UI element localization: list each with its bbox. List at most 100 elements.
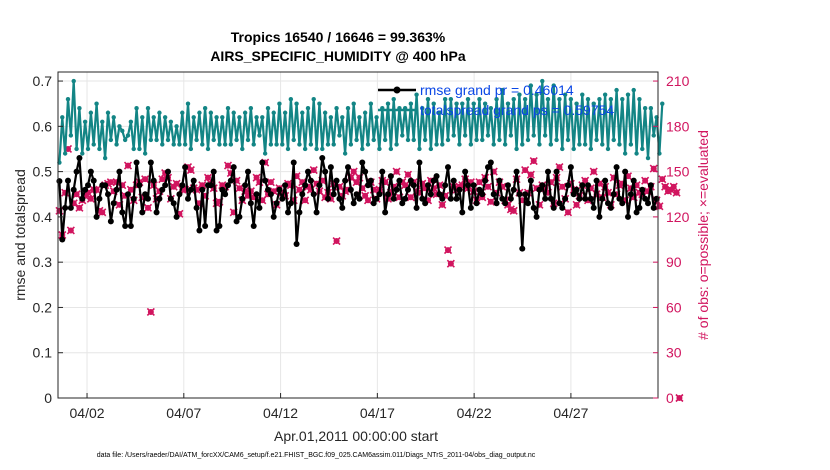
rmse-point [439, 195, 446, 202]
rmse-point [493, 200, 500, 207]
rmse-point [316, 182, 323, 189]
rmse-point [505, 182, 511, 189]
obs-x-b [198, 181, 207, 190]
totalspread-point [434, 142, 439, 147]
rmse-point [147, 159, 154, 166]
totalspread-point [534, 92, 539, 97]
totalspread-point [634, 151, 639, 156]
totalspread-point [428, 146, 434, 152]
totalspread-point [114, 142, 119, 147]
totalspread-point [448, 96, 454, 102]
totalspread-point [211, 137, 216, 143]
totalspread-point [174, 124, 179, 129]
totalspread-point [631, 87, 636, 93]
rmse-point [433, 173, 440, 180]
rmse-point [230, 164, 237, 171]
rmse-point [165, 168, 171, 175]
totalspread-point [480, 137, 485, 143]
obs-x-b [309, 166, 318, 175]
rmse-point [522, 191, 529, 198]
rmse-point [547, 195, 554, 202]
obs-x-b [266, 178, 275, 187]
rmse-point [245, 168, 251, 175]
rmse-point [470, 182, 477, 189]
totalspread-point [222, 142, 228, 147]
rmse-point [379, 168, 386, 175]
y-tick-label: 0.7 [33, 73, 53, 89]
obs-x-b [563, 208, 573, 217]
obs-x-b [418, 179, 427, 188]
obs-count-marker [486, 197, 495, 206]
totalspread-point [477, 96, 482, 102]
x-axis-label: Apr.01,2011 00:00:00 start [274, 428, 438, 444]
rmse-point [102, 182, 109, 189]
totalspread-point [185, 101, 191, 106]
obs-count-marker [529, 156, 538, 166]
totalspread-point [611, 137, 616, 143]
totalspread-point [271, 110, 276, 115]
footer-data-file: data file: /Users/raeder/DAI/ATM_forcXX/… [97, 452, 536, 459]
rmse-point [339, 204, 346, 211]
rmse-point [305, 168, 311, 175]
obs-x-b [503, 200, 513, 209]
totalspread-point [262, 151, 268, 156]
rmse-point [533, 213, 540, 220]
rmse-point [453, 195, 460, 202]
rmse-point [436, 191, 443, 198]
rmse-point [125, 191, 131, 198]
rmse-point [222, 191, 229, 198]
rmse-point [507, 195, 514, 202]
totalspread-point [391, 96, 396, 102]
totalspread-point [228, 142, 234, 147]
totalspread-point [531, 133, 536, 138]
rmse-point [622, 168, 629, 175]
totalspread-point [122, 137, 128, 143]
totalspread-point [437, 110, 442, 115]
totalspread-point [91, 142, 96, 147]
rmse-point [499, 195, 506, 202]
totalspread-point [134, 106, 139, 111]
obs-count-marker [75, 203, 84, 212]
y-tick-label: 0.1 [33, 345, 53, 361]
rmse-point [133, 159, 140, 166]
rmse-point [482, 177, 489, 184]
rmse-point [596, 213, 603, 220]
rmse-point [393, 186, 400, 193]
rmse-point [476, 186, 483, 193]
rmse-point [162, 182, 169, 189]
rmse-point [410, 182, 417, 189]
rmse-point [310, 191, 317, 198]
rmse-point [459, 209, 466, 216]
totalspread-point [337, 133, 342, 138]
y-right-tick-label: 150 [666, 164, 690, 180]
rmse-point [485, 164, 491, 171]
rmse-point [65, 177, 71, 184]
totalspread-point [277, 101, 282, 106]
totalspread-point [554, 137, 559, 143]
rmse-point [259, 159, 266, 166]
rmse-point [570, 191, 577, 198]
rmse-point [562, 195, 569, 202]
rmse-point [442, 182, 449, 189]
totalspread-point [520, 142, 525, 147]
series-layer [55, 78, 684, 403]
rmse-point [636, 204, 643, 211]
obs-x-b [521, 166, 530, 175]
obs-count-marker [203, 173, 213, 182]
totalspread-point [482, 101, 488, 106]
obs-count-marker [235, 184, 244, 193]
totalspread-point [71, 78, 76, 84]
rmse-point [573, 186, 580, 193]
rmse-point [119, 209, 126, 216]
rmse-point [347, 186, 354, 193]
totalspread-point [268, 142, 274, 147]
obs-x-b [392, 167, 401, 176]
obs-x-b [86, 194, 95, 203]
totalspread-point [494, 96, 499, 102]
rmse-point [445, 164, 451, 171]
obs-x-b [641, 176, 650, 185]
totalspread-point [642, 106, 648, 111]
totalspread-point [142, 151, 148, 156]
rmse-point [139, 209, 146, 216]
obs-count-marker [483, 182, 493, 191]
